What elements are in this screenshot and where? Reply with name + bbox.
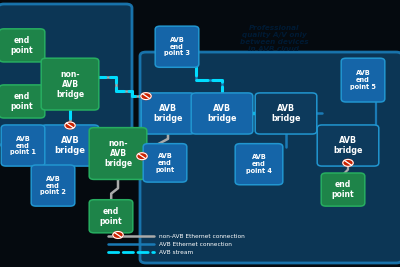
FancyBboxPatch shape: [341, 58, 385, 102]
FancyBboxPatch shape: [89, 200, 133, 233]
Text: non-
AVB
bridge: non- AVB bridge: [104, 139, 132, 168]
Circle shape: [137, 153, 147, 160]
FancyBboxPatch shape: [1, 125, 45, 166]
Text: Professional
quality A/V only
between devices
in AVB cloud: Professional quality A/V only between de…: [240, 25, 308, 52]
Text: AVB
end
point 2: AVB end point 2: [40, 176, 66, 195]
Text: AVB
end
point 1: AVB end point 1: [10, 136, 36, 155]
Text: AVB
end
point 3: AVB end point 3: [164, 37, 190, 57]
FancyBboxPatch shape: [143, 144, 187, 182]
FancyBboxPatch shape: [191, 93, 253, 134]
FancyBboxPatch shape: [31, 165, 75, 206]
Text: AVB
end
point 5: AVB end point 5: [350, 70, 376, 90]
Text: AVB
bridge: AVB bridge: [271, 104, 301, 123]
Circle shape: [113, 231, 123, 238]
FancyBboxPatch shape: [155, 26, 199, 67]
FancyBboxPatch shape: [140, 52, 400, 263]
Text: AVB Ethernet connection: AVB Ethernet connection: [159, 242, 232, 247]
FancyBboxPatch shape: [0, 85, 45, 118]
FancyBboxPatch shape: [41, 125, 99, 166]
FancyBboxPatch shape: [0, 29, 45, 62]
FancyBboxPatch shape: [321, 173, 365, 206]
Text: end
point: end point: [11, 36, 33, 55]
Text: AVB
end
point 4: AVB end point 4: [246, 154, 272, 174]
Text: end
point: end point: [11, 92, 33, 111]
Text: non-
AVB
bridge: non- AVB bridge: [56, 70, 84, 99]
FancyBboxPatch shape: [255, 93, 317, 134]
Text: non-AVB Ethernet connection: non-AVB Ethernet connection: [159, 234, 244, 239]
Circle shape: [141, 93, 151, 100]
Text: AVB
bridge: AVB bridge: [333, 136, 363, 155]
Circle shape: [343, 159, 353, 166]
FancyBboxPatch shape: [235, 144, 283, 185]
FancyBboxPatch shape: [317, 125, 379, 166]
FancyBboxPatch shape: [141, 93, 195, 134]
FancyBboxPatch shape: [0, 4, 132, 146]
Text: end
point: end point: [332, 180, 354, 199]
Text: AVB stream: AVB stream: [159, 250, 193, 255]
FancyBboxPatch shape: [41, 58, 99, 110]
FancyBboxPatch shape: [89, 128, 147, 179]
Text: AVB
bridge: AVB bridge: [207, 104, 237, 123]
Text: AVB
bridge: AVB bridge: [54, 136, 86, 155]
Text: end
point: end point: [100, 207, 122, 226]
Circle shape: [65, 122, 75, 129]
Text: AVB
bridge: AVB bridge: [153, 104, 183, 123]
Text: AVB
end
point: AVB end point: [156, 153, 174, 173]
